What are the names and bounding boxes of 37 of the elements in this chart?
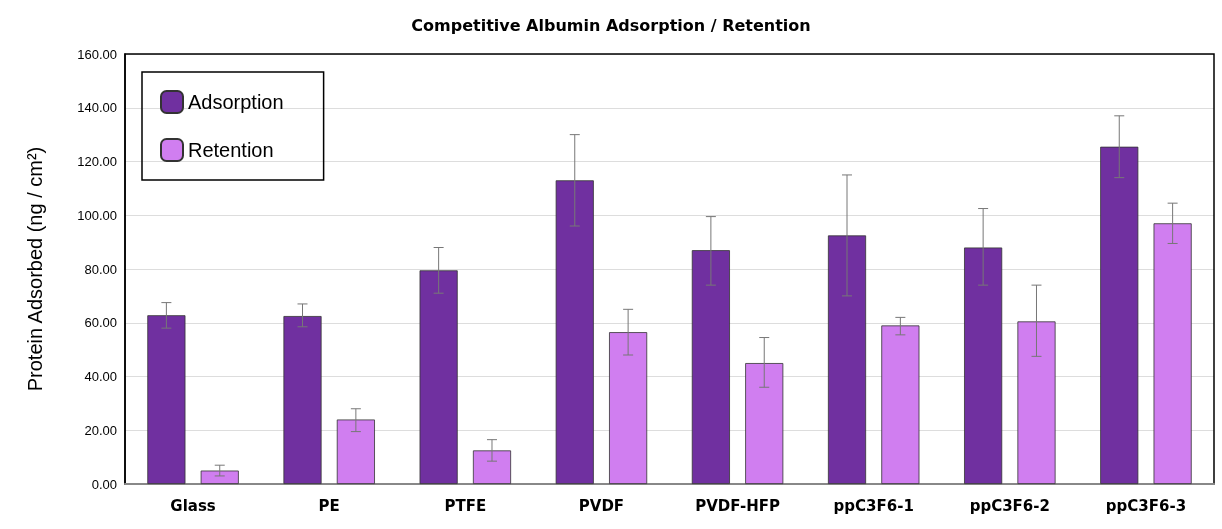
bar	[1153, 223, 1192, 484]
x-tick-label: ppC3F6-3	[1105, 496, 1187, 515]
x-tick-label: PVDF-HFP	[695, 496, 780, 515]
bar	[827, 235, 867, 484]
bar	[283, 316, 322, 484]
bar	[555, 180, 594, 484]
y-tick-label: 140.00	[77, 100, 117, 116]
legend-label: Retention	[188, 139, 274, 161]
bar	[1100, 146, 1139, 484]
bar	[964, 247, 1003, 484]
bar	[881, 325, 920, 484]
y-tick-label: 40.00	[84, 369, 117, 384]
x-tick-label: PE	[318, 496, 340, 515]
bar	[691, 250, 730, 484]
y-tick-label: 60.00	[84, 315, 117, 331]
y-tick-label: 100.00	[77, 207, 117, 223]
x-tick-label: PTFE	[444, 496, 487, 515]
bar	[609, 332, 648, 484]
y-tick-label: 80.00	[84, 261, 117, 277]
y-tick-label: 20.00	[84, 422, 117, 438]
bar	[336, 419, 375, 484]
x-tick-label: Glass	[170, 496, 216, 515]
x-tick-label: ppC3F6-1	[833, 496, 914, 515]
y-tick-label: 0.00	[91, 476, 117, 492]
bar	[745, 363, 784, 484]
bar	[147, 315, 186, 484]
bar	[472, 450, 512, 484]
bar	[419, 270, 458, 484]
x-tick-label: ppC3F6-2	[969, 496, 1050, 515]
bar	[1017, 321, 1056, 484]
y-tick-label: 160.00	[77, 46, 117, 62]
legend-label: Adsorption	[188, 91, 284, 113]
chart-title: Competitive Albumin Adsorption / Retention	[411, 15, 811, 35]
y-tick-label: 120.00	[77, 154, 117, 169]
y-axis-title: Protein Adsorbed (ng / cm²)	[24, 146, 46, 392]
bar	[200, 470, 239, 484]
x-tick-label: PVDF	[578, 496, 625, 515]
